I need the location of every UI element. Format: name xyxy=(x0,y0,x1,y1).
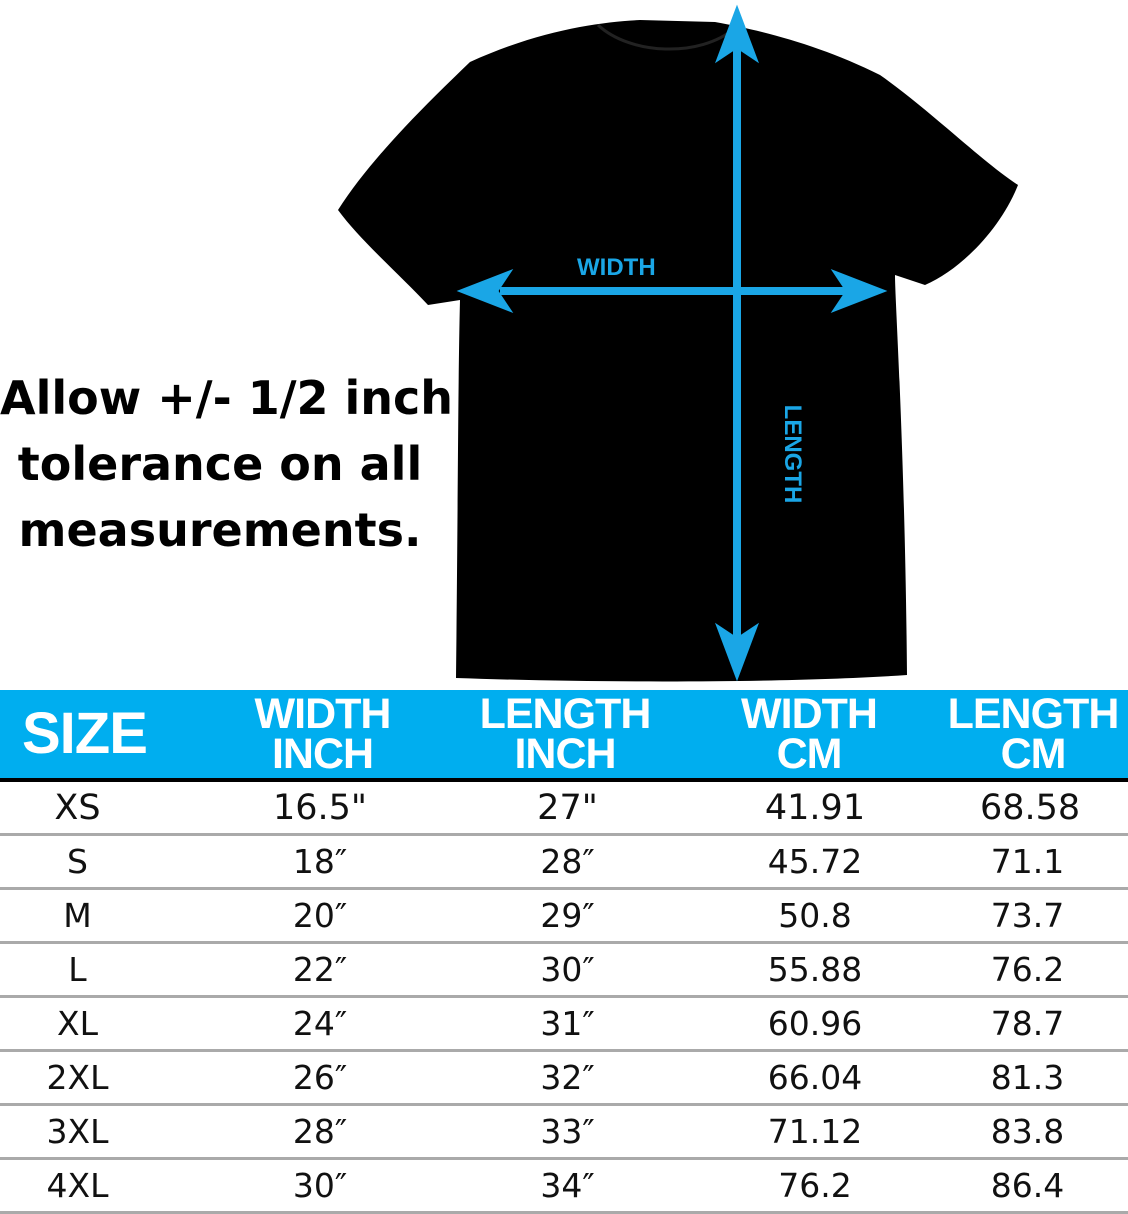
width-label: WIDTH xyxy=(577,254,656,281)
header-width-inch: WIDTH INCH xyxy=(160,690,485,778)
cell-width-cm: 50.8 xyxy=(778,896,852,935)
width-arrow xyxy=(456,268,888,314)
cell-length-cm: 73.7 xyxy=(990,896,1065,935)
table-row: XS 16.5" 27" 41.91 68.58 xyxy=(0,782,1128,836)
table-row: M 20″ 29″ 50.8 73.7 xyxy=(0,890,1128,944)
cell-length-cm: 83.8 xyxy=(990,1112,1065,1151)
cell-length-cm: 76.2 xyxy=(990,950,1065,989)
cell-width-inch: 20″ xyxy=(292,896,348,935)
cell-length-inch: 30″ xyxy=(540,950,595,989)
table-row: 2XL 26″ 32″ 66.04 81.3 xyxy=(0,1052,1128,1106)
cell-width-inch: 28″ xyxy=(292,1112,348,1151)
header-text: WIDTH xyxy=(254,690,392,738)
cell-width-cm: 76.2 xyxy=(778,1166,852,1205)
header-text: LENGTH xyxy=(947,690,1120,738)
cell-width-cm: 45.72 xyxy=(767,842,863,881)
header-width-cm: WIDTH CM xyxy=(645,690,973,778)
note-line: Allow +/- 1/2 inch xyxy=(0,371,454,425)
tshirt-diagram xyxy=(338,4,1018,682)
cell-width-inch: 24″ xyxy=(292,1004,348,1043)
table-body: XS 16.5" 27" 41.91 68.58 S 18″ 28″ 45.72 71.1 M 20″… xyxy=(0,782,1128,1214)
cell-length-inch: 27" xyxy=(537,787,598,828)
cell-width-cm: 41.91 xyxy=(764,787,866,828)
cell-width-inch: 16.5" xyxy=(272,787,368,828)
cell-width-inch: 30″ xyxy=(292,1166,348,1205)
tshirt-shape xyxy=(338,20,1018,682)
header-text: INCH xyxy=(271,730,374,778)
length-arrow xyxy=(714,4,760,682)
cell-length-inch: 32″ xyxy=(540,1058,595,1097)
cell-width-inch: 26″ xyxy=(292,1058,348,1097)
cell-width-cm: 60.96 xyxy=(767,1004,863,1043)
note-line: tolerance on all xyxy=(17,437,423,491)
cell-length-inch: 33″ xyxy=(540,1112,595,1151)
cell-size: XS xyxy=(54,787,101,828)
cell-width-cm: 55.88 xyxy=(767,950,863,989)
cell-length-cm: 68.58 xyxy=(980,787,1081,828)
cell-length-inch: 31″ xyxy=(540,1004,595,1043)
cell-width-cm: 66.04 xyxy=(767,1058,863,1097)
cell-size: 2XL xyxy=(46,1058,109,1097)
header-text: INCH xyxy=(514,730,616,778)
header-length-cm: LENGTH CM xyxy=(948,690,1120,778)
cell-length-cm: 71.1 xyxy=(990,842,1065,881)
cell-size: M xyxy=(63,896,92,935)
cell-size: 4XL xyxy=(46,1166,109,1205)
cell-length-inch: 34″ xyxy=(540,1166,595,1205)
length-label: LENGTH xyxy=(779,404,806,504)
cell-size: S xyxy=(67,842,88,881)
table-row: L 22″ 30″ 55.88 76.2 xyxy=(0,944,1128,998)
tshirt-collar xyxy=(596,23,736,51)
size-table: SIZE WIDTH INCH LENGTH INCH WIDTH CM LENGTH… xyxy=(0,690,1128,1214)
header-text: SIZE xyxy=(22,701,148,766)
header-length-inch: LENGTH INCH xyxy=(480,690,652,778)
table-row: 4XL 30″ 34″ 76.2 86.4 xyxy=(0,1160,1128,1214)
header-size: SIZE xyxy=(0,690,160,778)
cell-width-inch: 22″ xyxy=(292,950,348,989)
table-row: 3XL 28″ 33″ 71.12 83.8 xyxy=(0,1106,1128,1160)
cell-length-inch: 29″ xyxy=(540,896,595,935)
table-row: XL 24″ 31″ 60.96 78.7 xyxy=(0,998,1128,1052)
cell-size: L xyxy=(68,950,87,989)
cell-length-cm: 86.4 xyxy=(990,1166,1065,1205)
cell-length-cm: 78.7 xyxy=(990,1004,1065,1043)
table-header: SIZE WIDTH INCH LENGTH INCH WIDTH CM LENGTH… xyxy=(0,690,1128,782)
header-text: CM xyxy=(776,730,843,778)
cell-length-inch: 28″ xyxy=(540,842,595,881)
note-line: measurements. xyxy=(18,503,422,557)
header-text: LENGTH xyxy=(479,690,652,738)
table-row: S 18″ 28″ 45.72 71.1 xyxy=(0,836,1128,890)
header-text: WIDTH xyxy=(741,690,878,738)
header-text: CM xyxy=(1000,730,1067,778)
cell-size: XL xyxy=(57,1004,98,1043)
cell-width-inch: 18″ xyxy=(292,842,348,881)
cell-size: 3XL xyxy=(46,1112,109,1151)
cell-length-cm: 81.3 xyxy=(990,1058,1065,1097)
tolerance-note: Allow +/- 1/2 inch tolerance on all meas… xyxy=(0,365,454,563)
cell-width-cm: 71.12 xyxy=(767,1112,863,1151)
